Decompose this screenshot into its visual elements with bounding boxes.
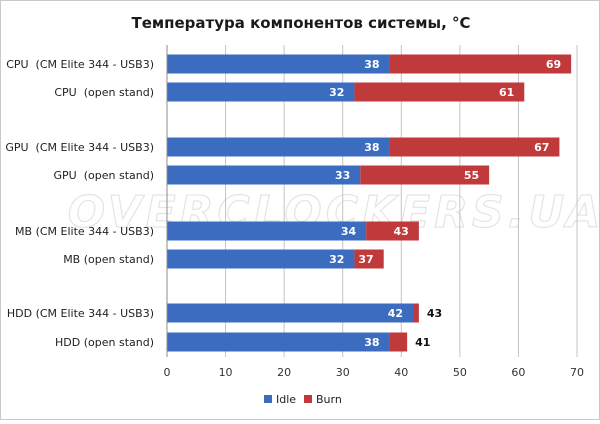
category-label: CPU (CM Elite 344 - USB3) — [6, 58, 154, 71]
category-label: GPU (open stand) — [54, 169, 154, 182]
legend-swatch-idle — [264, 395, 272, 403]
legend-label-burn: Burn — [316, 393, 342, 406]
data-label-burn: 61 — [499, 86, 514, 99]
data-label-burn: 67 — [534, 141, 549, 154]
legend-swatch-burn — [304, 395, 312, 403]
legend-label-idle: Idle — [276, 393, 296, 406]
axis-layer: 0 10 20 30 40 50 60 70 CPU (CM Elite 344 - USB3)… — [5, 45, 584, 379]
data-label-idle: 38 — [364, 336, 379, 349]
bar-burn — [413, 303, 419, 323]
labels-layer: 38 69 32 61 38 67 33 55 34 43 32 37 42 43 38 41 — [329, 58, 561, 349]
bar-burn — [360, 165, 490, 185]
data-label-burn: 37 — [358, 253, 373, 266]
data-label-idle: 38 — [364, 141, 379, 154]
bar-burn — [389, 137, 560, 157]
data-label-burn: 41 — [415, 336, 430, 349]
x-tick-label: 30 — [336, 366, 350, 379]
bar-idle — [167, 165, 361, 185]
bar-burn — [389, 54, 572, 74]
bar-idle — [167, 54, 390, 74]
data-label-idle: 38 — [364, 58, 379, 71]
x-tick-label: 10 — [219, 366, 233, 379]
bar-burn — [354, 249, 384, 269]
legend: Idle Burn — [264, 393, 342, 406]
bars-layer — [167, 54, 572, 352]
bar-burn — [389, 332, 408, 352]
x-tick-label: 50 — [453, 366, 467, 379]
data-label-burn: 55 — [464, 169, 479, 182]
bar-idle — [167, 82, 355, 102]
x-tick-label: 20 — [277, 366, 291, 379]
x-tick-label: 0 — [164, 366, 171, 379]
bar-idle — [167, 249, 355, 269]
data-label-idle: 33 — [335, 169, 350, 182]
bar-idle — [167, 303, 413, 323]
data-label-burn: 43 — [394, 225, 409, 238]
x-tick-label: 70 — [570, 366, 584, 379]
category-label: MB (CM Elite 344 - USB3) — [15, 225, 154, 238]
chart-title: Температура компонентов системы, °C — [131, 14, 470, 32]
category-label: HDD (open stand) — [55, 336, 154, 349]
bar-idle — [167, 221, 367, 241]
category-label: HDD (CM Elite 344 - USB3) — [7, 307, 154, 320]
data-label-idle: 32 — [329, 253, 344, 266]
x-tick-label: 40 — [394, 366, 408, 379]
category-label: MB (open stand) — [63, 253, 154, 266]
data-label-idle: 42 — [388, 307, 403, 320]
data-label-burn: 43 — [427, 307, 442, 320]
bar-burn — [354, 82, 525, 102]
data-label-burn: 69 — [546, 58, 561, 71]
bar-idle — [167, 332, 390, 352]
x-tick-label: 60 — [511, 366, 525, 379]
bar-burn — [366, 221, 419, 241]
data-label-idle: 34 — [341, 225, 357, 238]
data-label-idle: 32 — [329, 86, 344, 99]
category-label: CPU (open stand) — [54, 86, 154, 99]
bar-idle — [167, 137, 390, 157]
category-label: GPU (CM Elite 344 - USB3) — [5, 141, 154, 154]
